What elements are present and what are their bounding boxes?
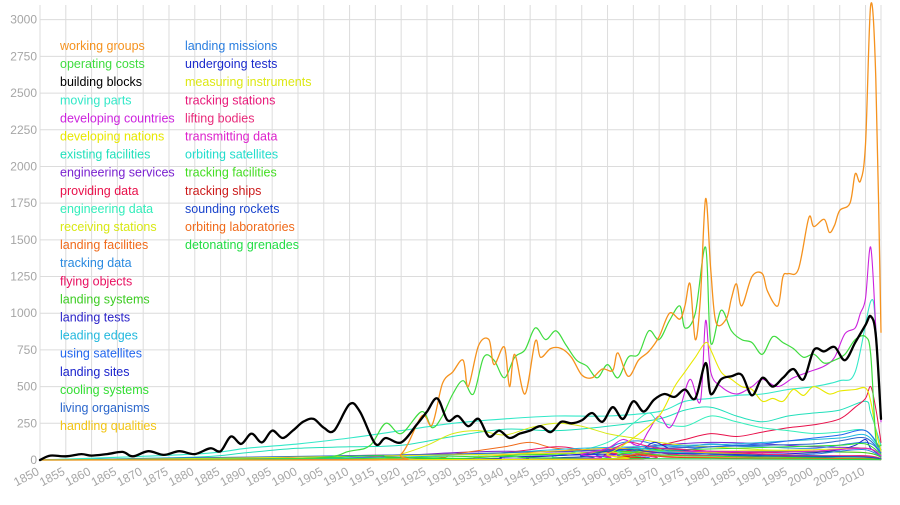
legend-entry-existing-facilities: existing facilities — [60, 148, 150, 162]
legend-entry-receiving-stations: receiving stations — [60, 220, 157, 234]
series-line-developing-nations — [39, 341, 882, 461]
legend-entry-transmitting-data: transmitting data — [185, 130, 277, 144]
legend-entry-flying-objects: flying objects — [60, 274, 132, 288]
legend-entry-orbiting-satellites: orbiting satellites — [185, 148, 278, 162]
legend-entry-tracking-stations: tracking stations — [185, 93, 275, 107]
legend-entry-using-satellites: using satellites — [60, 347, 142, 361]
y-tick-label: 500 — [17, 380, 37, 394]
y-tick-label: 1750 — [10, 196, 37, 210]
y-tick-label: 2750 — [10, 49, 37, 63]
series-line-operating-costs — [39, 246, 882, 461]
legend-entry-building-blocks: building blocks — [60, 75, 142, 89]
series-line-existing-facilities — [39, 400, 882, 461]
y-tick-label: 250 — [17, 416, 37, 430]
legend-entry-operating-costs: operating costs — [60, 57, 145, 71]
legend-entry-measuring-instruments: measuring instruments — [185, 75, 311, 89]
grid — [39, 5, 882, 461]
legend-entry-sounding-rockets: sounding rockets — [185, 202, 280, 216]
series-line-measuring-instruments — [39, 447, 882, 461]
legend-entry-landing-tests: landing tests — [60, 311, 130, 325]
legend-entry-leading-edges: leading edges — [60, 329, 138, 343]
legend-entry-landing-systems: landing systems — [60, 292, 150, 306]
legend-entry-orbiting-laboratories: orbiting laboratories — [185, 220, 295, 234]
legend-entry-landing-facilities: landing facilities — [60, 238, 148, 252]
series-line-developing-countries — [39, 246, 882, 461]
legend-entry-developing-nations: developing nations — [60, 130, 164, 144]
legend-entry-engineering-data: engineering data — [60, 202, 153, 216]
y-tick-label: 2500 — [10, 86, 37, 100]
legend-entry-providing-data: providing data — [60, 184, 139, 198]
series-line-building-blocks — [38, 314, 883, 462]
legend-entry-tracking-facilities: tracking facilities — [185, 166, 277, 180]
series-lines — [38, 2, 883, 462]
legend-entry-tracking-data: tracking data — [60, 256, 132, 270]
legend-entry-living-organisms: living organisms — [60, 401, 150, 415]
y-tick-label: 3000 — [10, 13, 37, 27]
legend: working groups operating costs building bl… — [59, 39, 311, 433]
legend-entry-cooling-systems: cooling systems — [60, 383, 149, 397]
series-line-moving-parts — [39, 299, 882, 461]
legend-entry-landing-missions: landing missions — [185, 39, 277, 53]
y-tick-label: 1250 — [10, 270, 37, 284]
y-tick-label: 2000 — [10, 159, 37, 173]
series-line-leading-edges — [39, 433, 882, 461]
y-tick-label: 2250 — [10, 123, 37, 137]
x-tick-label: 2010 — [837, 464, 867, 489]
y-tick-label: 750 — [17, 343, 37, 357]
legend-entry-landing-sites: landing sites — [60, 365, 130, 379]
legend-entry-tracking-ships: tracking ships — [185, 184, 261, 198]
legend-entry-lifting-bodies: lifting bodies — [185, 111, 255, 125]
legend-entry-undergoing-tests: undergoing tests — [185, 57, 277, 71]
legend-entry-developing-countries: developing countries — [60, 111, 175, 125]
legend-entry-handling-qualities: handling qualities — [60, 419, 157, 433]
legend-entry-moving-parts: moving parts — [60, 93, 132, 107]
legend-entry-working-groups: working groups — [59, 39, 145, 53]
y-tick-label: 0 — [30, 453, 37, 467]
series-line-working-groups — [39, 2, 882, 461]
y-tick-label: 1500 — [10, 233, 37, 247]
legend-entry-detonating-grenades: detonating grenades — [185, 238, 299, 252]
y-tick-label: 1000 — [10, 306, 37, 320]
legend-entry-engineering-services: engineering services — [60, 166, 175, 180]
